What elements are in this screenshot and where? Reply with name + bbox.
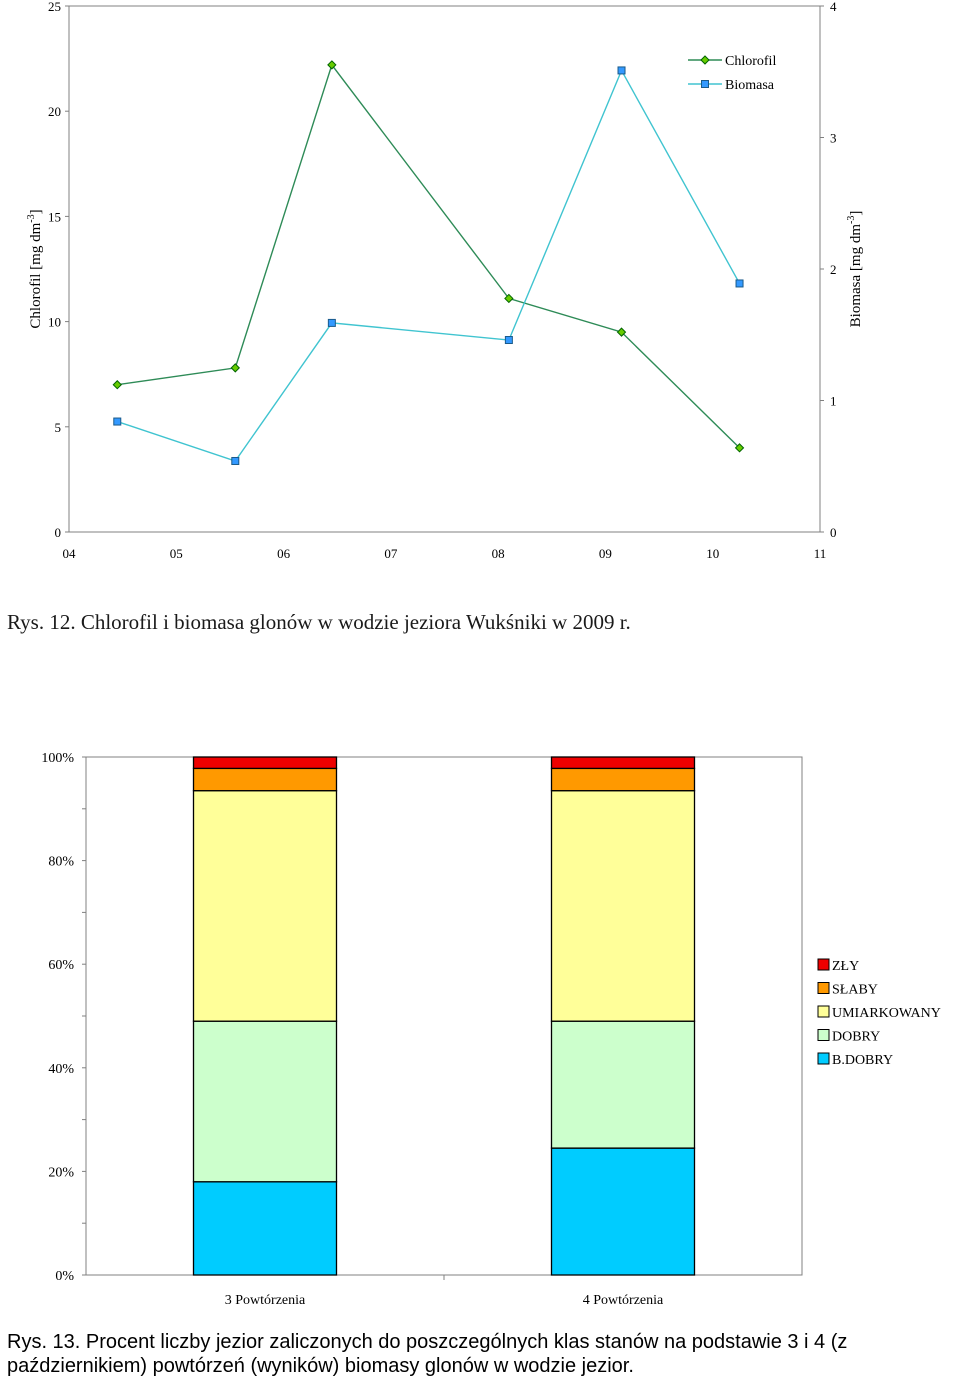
- legend-label: SŁABY: [832, 983, 878, 998]
- x-tick-label: 06: [277, 546, 291, 561]
- y-tick-label: 15: [48, 209, 61, 224]
- legend-label-chlorofil: Chlorofil: [725, 54, 776, 69]
- x-tick-label: 10: [706, 546, 719, 561]
- bar-segment-dobry: [550, 1020, 696, 1149]
- x-tick-label: 11: [814, 546, 827, 561]
- data-point-biomasa: [327, 318, 336, 327]
- legend-label: B.DOBRY: [832, 1053, 893, 1068]
- legend-swatch: [817, 1029, 830, 1041]
- y-axis-title: Chlorofil [mg dm-3]: [26, 209, 44, 328]
- data-point-chlorofil: [327, 60, 337, 70]
- data-point-biomasa: [113, 417, 122, 426]
- x-tick-label: 08: [492, 546, 505, 561]
- data-point-chlorofil: [616, 327, 627, 337]
- legend-swatch: [817, 958, 830, 971]
- y-tick-label: 60%: [48, 958, 74, 973]
- data-point-chlorofil: [112, 380, 122, 390]
- legend-marker-biomasa: [701, 80, 709, 88]
- legend-label: ZŁY: [832, 959, 859, 974]
- bar-segment-saby: [550, 767, 696, 792]
- y-tick-label: 10: [48, 315, 61, 330]
- y-tick-label: 80%: [48, 855, 74, 870]
- y-tick-label: 5: [55, 420, 62, 435]
- y-tick-label: 25: [48, 0, 61, 14]
- x-category-label: 4 Powtórzenia: [583, 1293, 664, 1308]
- legend-swatch: [817, 1052, 830, 1065]
- legend-label-biomasa: Biomasa: [725, 78, 775, 93]
- y-tick-label: 40%: [48, 1062, 74, 1077]
- series-line-chlorofil: [117, 63, 741, 449]
- x-tick-label: 05: [170, 546, 183, 561]
- data-point-chlorofil: [504, 293, 514, 304]
- y-tick-label: 0%: [55, 1269, 74, 1284]
- y2-tick-label: 1: [830, 394, 837, 409]
- data-point-chlorofil: [734, 443, 745, 453]
- figure-13-caption: Rys. 13. Procent liczby jezior zaliczony…: [7, 1331, 848, 1377]
- legend-swatch: [817, 982, 830, 994]
- data-point-biomasa: [231, 456, 240, 465]
- legend-label: DOBRY: [832, 1030, 880, 1045]
- y2-tick-label: 0: [830, 525, 837, 540]
- y-tick-label: 0: [55, 525, 62, 540]
- bar-segment-zy: [550, 756, 696, 770]
- x-tick-label: 09: [599, 546, 612, 561]
- y2-tick-label: 4: [830, 0, 837, 14]
- data-point-biomasa: [504, 336, 513, 345]
- data-point-biomasa: [735, 279, 744, 288]
- y-tick-label: 20%: [48, 1165, 74, 1180]
- x-category-label: 3 Powtórzenia: [225, 1293, 306, 1308]
- bar-segment-umiarkowany: [192, 790, 338, 1022]
- x-tick-label: 07: [384, 546, 398, 561]
- y2-tick-label: 3: [830, 131, 837, 146]
- y2-tick-label: 2: [830, 262, 837, 277]
- bar-segment-zy: [192, 756, 338, 770]
- legend-marker-chlorofil: [700, 55, 710, 65]
- y-tick-label: 100%: [41, 751, 74, 766]
- stacked-percent-bar-chart: 0% 20% 40% 60% 80% 100% 3 Powtórzenia 4 Powtórz…: [41, 751, 941, 1308]
- series-line-biomasa: [117, 68, 741, 462]
- data-point-biomasa: [617, 66, 626, 75]
- bar-segment-umiarkowany: [550, 790, 696, 1022]
- bar-segment-bdobry: [550, 1147, 696, 1276]
- bar-segment-bdobry: [192, 1181, 338, 1276]
- legend-label: UMIARKOWANY: [832, 1006, 941, 1021]
- data-point-chlorofil: [230, 363, 240, 373]
- y-tick-label: 20: [48, 104, 61, 119]
- bar-segment-dobry: [192, 1020, 338, 1183]
- x-tick-label: 04: [63, 546, 77, 561]
- y2-axis-title: Biomasa [mg dm-3]: [846, 211, 864, 328]
- legend-swatch: [817, 1005, 830, 1018]
- figure-12-caption: Rys. 12. Chlorofil i biomasa glonów w wo…: [7, 610, 631, 634]
- bar-segment-saby: [192, 767, 338, 792]
